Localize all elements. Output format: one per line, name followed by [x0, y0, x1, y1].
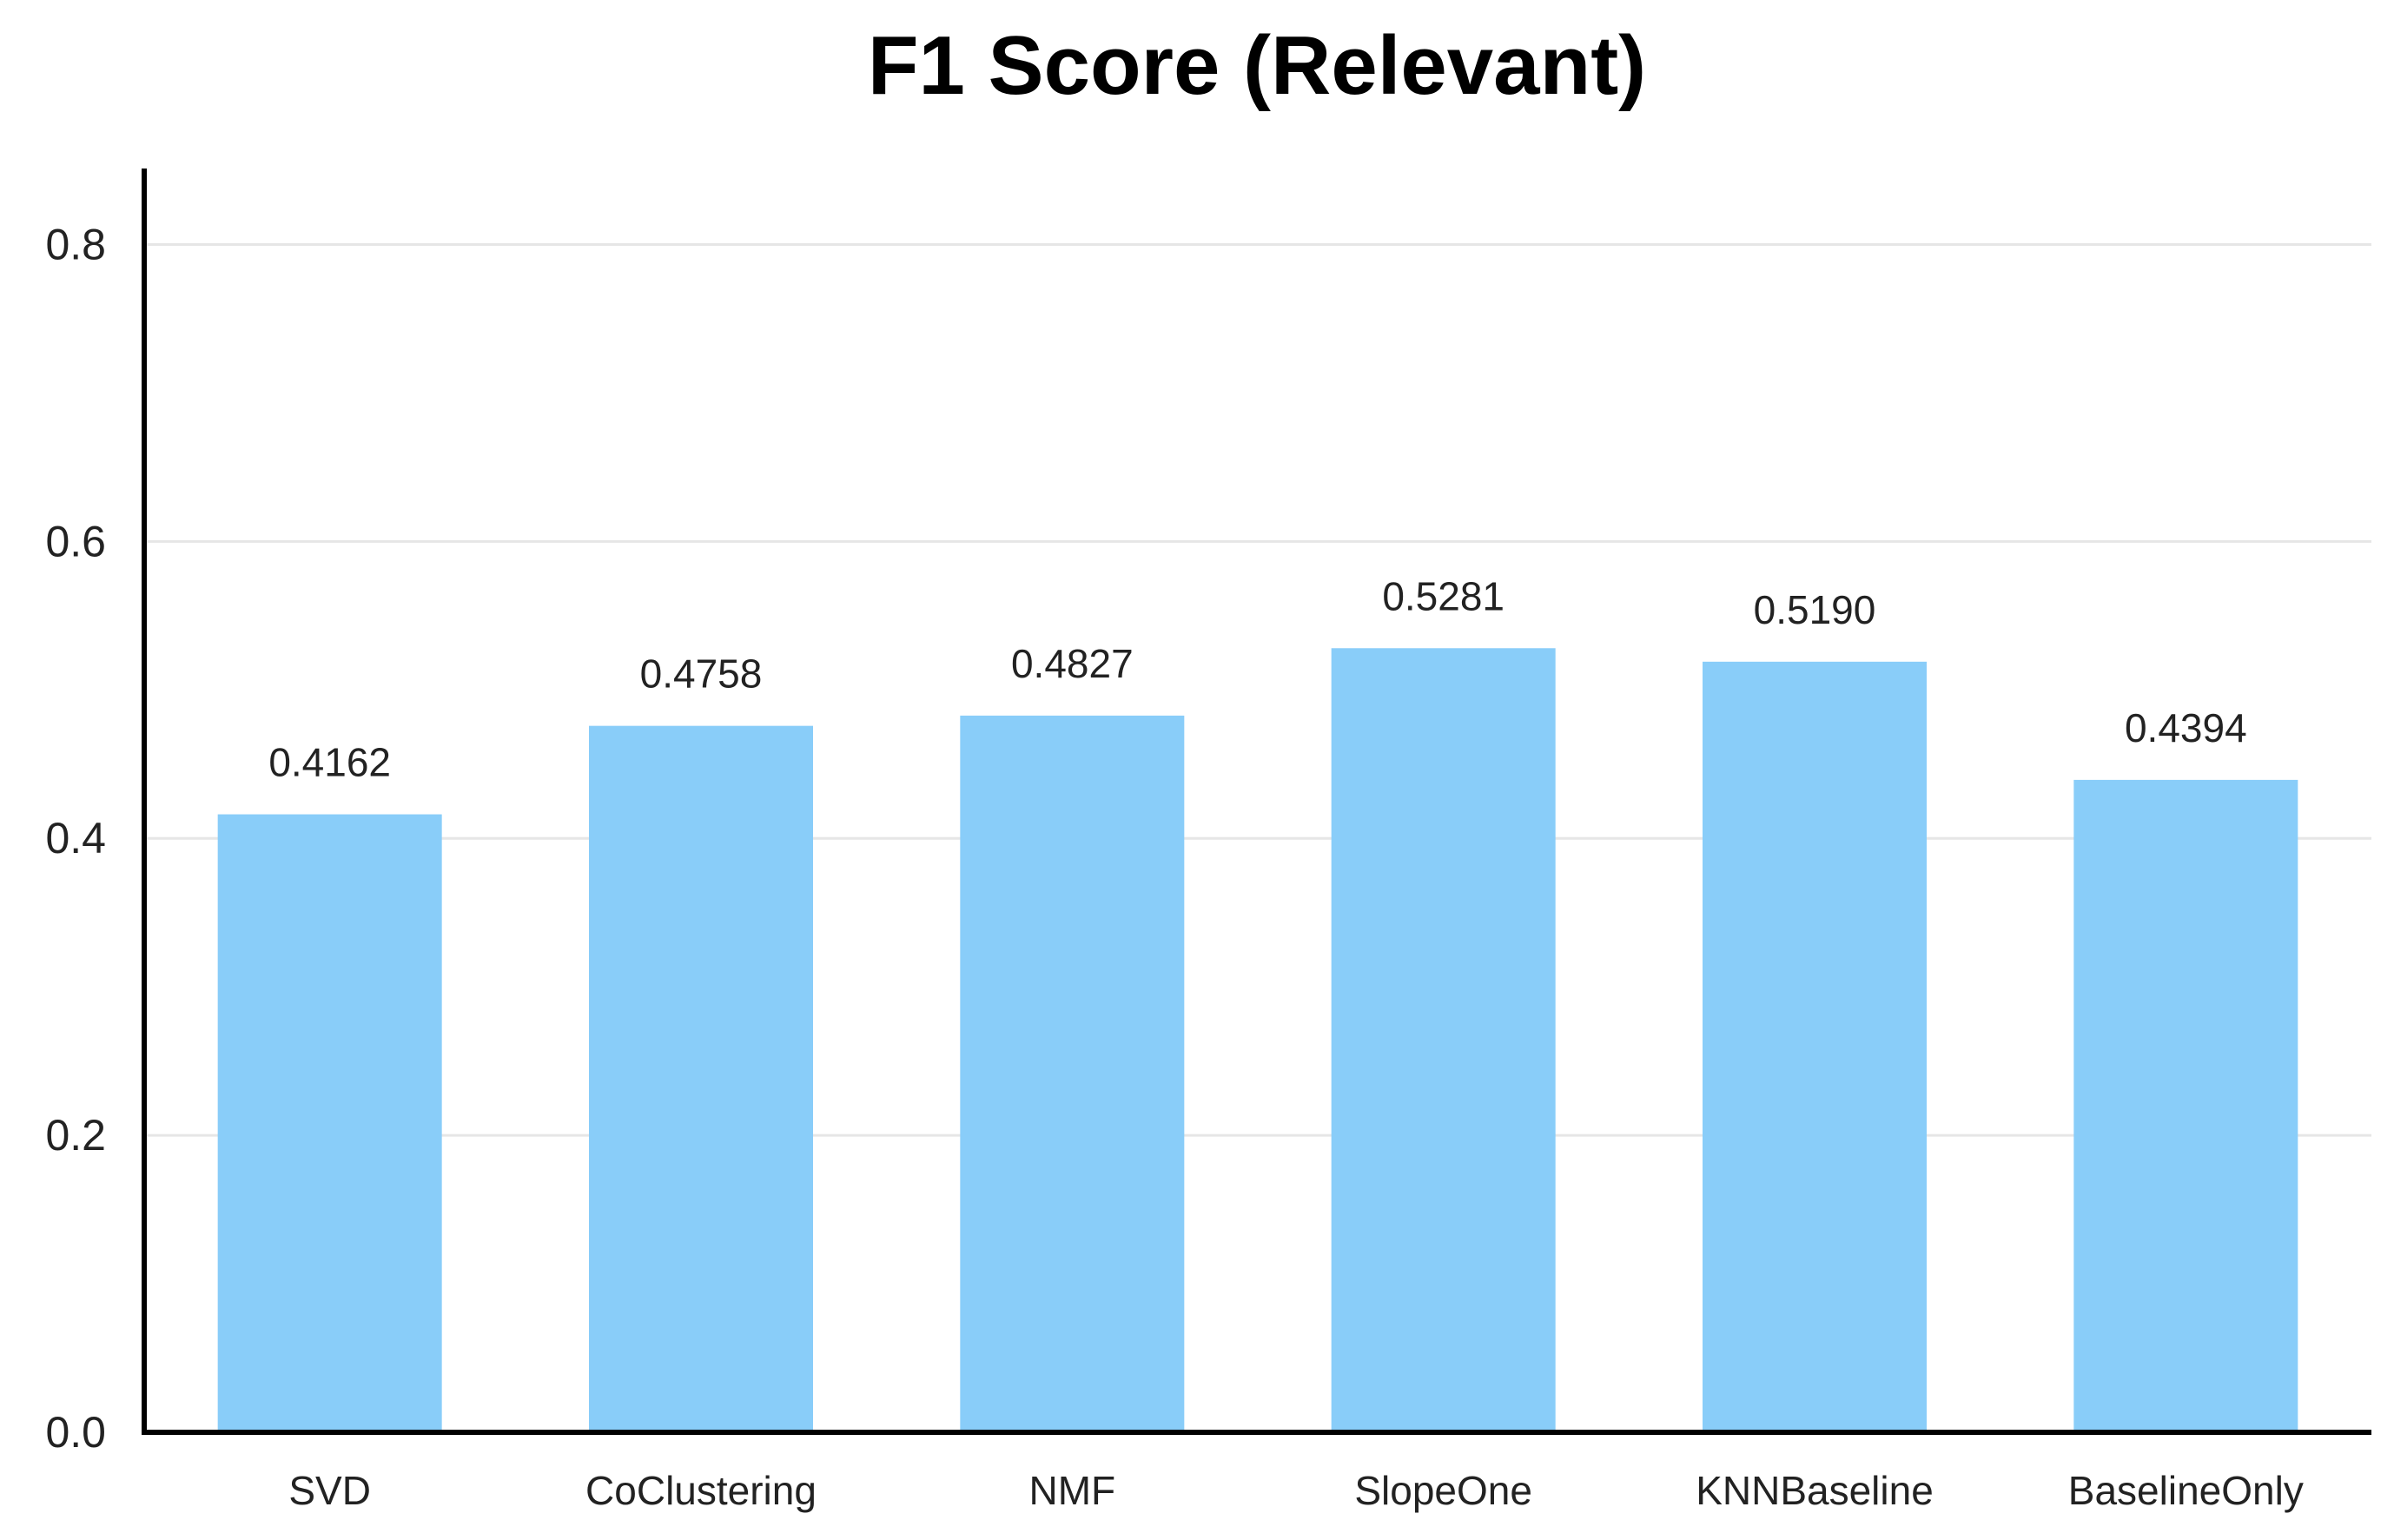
y-tick-label: 0.6 — [45, 517, 106, 565]
y-tick-label: 0.8 — [45, 220, 106, 268]
y-tick-labels: 0.0 0.2 0.4 0.6 0.8 — [45, 220, 106, 1457]
data-label: 0.5281 — [1382, 573, 1505, 618]
axes — [142, 169, 2371, 1435]
y-tick-label: 0.2 — [45, 1111, 106, 1160]
bar-knnbaseline — [1703, 661, 1927, 1432]
x-tick-label: NMF — [1029, 1468, 1116, 1513]
value-labels: 0.4162 0.4758 0.4827 0.5281 0.5190 0.4394 — [268, 573, 2246, 784]
bars — [217, 648, 2298, 1432]
gridlines — [144, 242, 2371, 1137]
bar-slopeone — [1331, 648, 1556, 1432]
data-label: 0.4827 — [1011, 641, 1134, 686]
chart-title: F1 Score (Relevant) — [868, 19, 1646, 112]
bar-nmf — [960, 715, 1185, 1432]
x-tick-label: KNNBaseline — [1696, 1468, 1934, 1513]
x-tick-label: SlopeOne — [1354, 1468, 1532, 1513]
x-tick-label: CoClustering — [585, 1468, 817, 1513]
data-label: 0.4162 — [268, 740, 391, 785]
x-tick-label: SVD — [288, 1468, 371, 1513]
data-label: 0.5190 — [1754, 587, 1876, 632]
data-label: 0.4758 — [640, 651, 763, 697]
bar-svd — [217, 814, 442, 1432]
bar-coclustering — [589, 725, 813, 1432]
y-tick-label: 0.0 — [45, 1408, 106, 1457]
bar-baselineonly — [2073, 779, 2298, 1432]
y-tick-label: 0.4 — [45, 814, 106, 863]
x-tick-labels: SVD CoClustering NMF SlopeOne KNNBaseline Bas… — [288, 1468, 2303, 1513]
x-tick-label: BaselineOnly — [2068, 1468, 2304, 1513]
data-label: 0.4394 — [2125, 705, 2247, 750]
